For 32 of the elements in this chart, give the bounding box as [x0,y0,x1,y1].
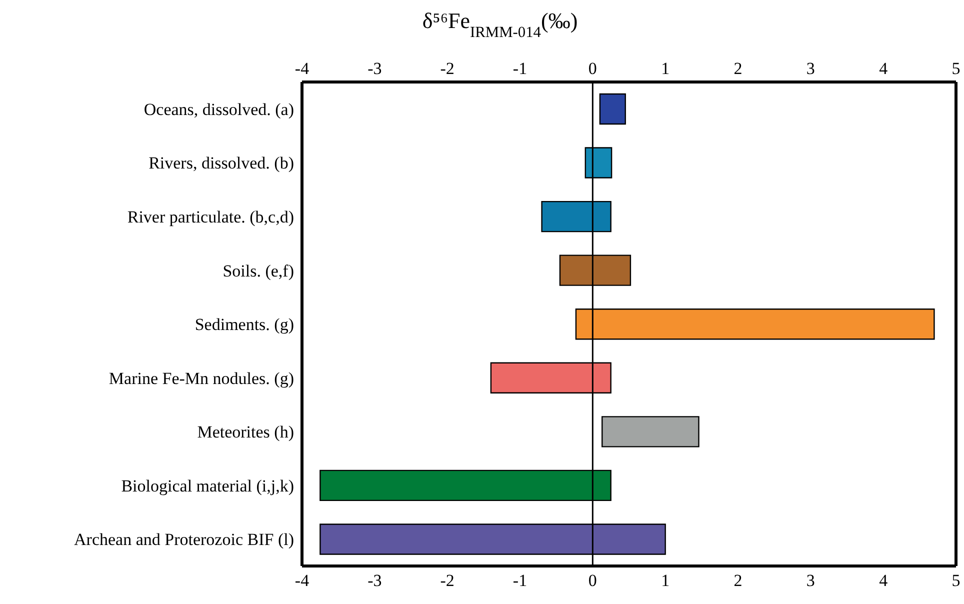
y-tick-label: Marine Fe-Mn nodules. (g) [108,368,294,388]
x2-tick-label: -2 [440,59,454,78]
y-tick-label: Soils. (e,f) [222,261,294,280]
x-tick-label: 2 [734,571,742,590]
x-tick-label: -4 [294,571,310,590]
x2-tick-label: -4 [294,59,310,78]
x2-tick-label: -3 [368,59,382,78]
chart-title: δ⁵⁶Fe$_{IRMM-014}$(‰) [422,8,578,40]
x-tick-label: 1 [661,571,670,590]
y-tick-label: Archean and Proterozoic BIF (l) [74,530,294,550]
x-tick-label: -1 [512,571,528,590]
bar [602,416,700,448]
x-tick-label: -3 [368,571,382,590]
x-tick-label: -2 [440,571,454,590]
x2-tick-label: 4 [879,59,888,78]
bar [599,93,626,125]
y-tick-label: River particulate. (b,c,d) [127,207,294,226]
x-tick-label: 0 [588,571,597,590]
y-tick-label: Rivers, dissolved. (b) [148,154,294,173]
x2-tick-label: 3 [806,59,815,78]
x2-tick-label: 2 [734,59,742,78]
y-tick-label: Meteorites (h) [197,422,294,442]
x-tick-label: 4 [879,571,888,590]
y-tick-label: Sediments. (g) [194,315,294,334]
x-tick-label: 3 [806,571,815,590]
x2-tick-label: 1 [661,59,670,78]
x-tick-label: 5 [952,571,960,590]
y-tick-label: Oceans, dissolved. (a) [144,100,294,119]
x2-tick-label: 5 [952,59,960,78]
x2-tick-label: 0 [588,59,597,78]
x2-tick-label: -1 [512,59,528,78]
y-tick-label: Biological material (i,j,k) [121,476,294,496]
